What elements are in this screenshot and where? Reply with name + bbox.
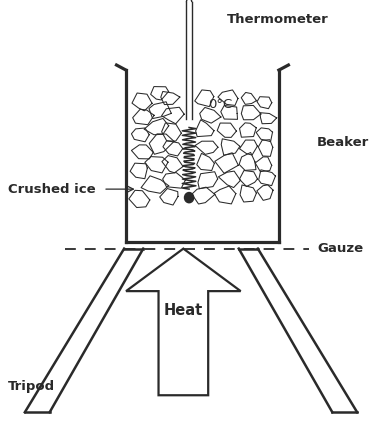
Text: Heat: Heat bbox=[164, 303, 203, 318]
Text: Thermometer: Thermometer bbox=[227, 13, 329, 26]
Text: Beaker: Beaker bbox=[317, 136, 369, 149]
Text: Crushed ice: Crushed ice bbox=[8, 183, 95, 196]
Circle shape bbox=[185, 193, 194, 203]
Text: Tripod: Tripod bbox=[8, 380, 55, 393]
Text: Gauze: Gauze bbox=[317, 242, 363, 255]
Text: 0°C: 0°C bbox=[208, 98, 232, 110]
